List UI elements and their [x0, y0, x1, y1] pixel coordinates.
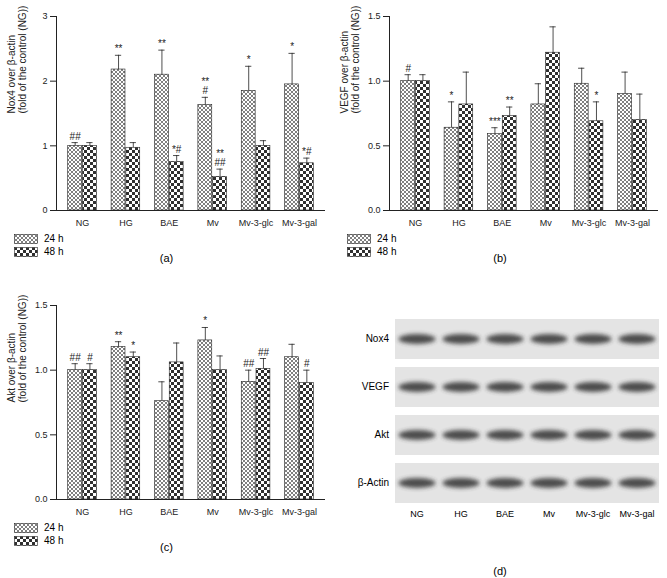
svg-text:Mv-3-gal: Mv-3-gal	[619, 509, 654, 519]
svg-text:**: **	[115, 43, 123, 54]
svg-text:**##: **##	[215, 148, 227, 168]
svg-text:0.0: 0.0	[35, 494, 48, 504]
svg-text:Mv: Mv	[540, 218, 552, 228]
svg-text:*: *	[203, 315, 207, 326]
svg-text:Mv: Mv	[207, 507, 219, 517]
svg-text:*#: *#	[302, 146, 312, 157]
svg-text:BAE: BAE	[160, 507, 178, 517]
svg-text:#: #	[304, 358, 310, 369]
svg-text:#: #	[405, 63, 411, 74]
svg-text:Mv-3-glc: Mv-3-glc	[576, 509, 611, 519]
svg-text:*: *	[595, 90, 599, 101]
svg-text:Mv-3-gal: Mv-3-gal	[282, 507, 317, 517]
svg-text:Nox4: Nox4	[366, 333, 390, 344]
svg-text:HG: HG	[119, 507, 133, 517]
svg-text:BAE: BAE	[160, 218, 178, 228]
html-text:(b): (b)	[493, 252, 507, 264]
svg-text:NG: NG	[76, 218, 90, 228]
svg-text:BAE: BAE	[496, 509, 514, 519]
svg-text:1.0: 1.0	[35, 365, 48, 375]
html-text:24 h: 24 h	[44, 522, 64, 533]
svg-text:Akt over β-actin(fold of the c: Akt over β-actin(fold of the control (NG…	[6, 295, 28, 403]
svg-text:1: 1	[42, 141, 47, 151]
svg-text:##: ##	[70, 131, 82, 142]
svg-text:Akt: Akt	[375, 429, 390, 440]
svg-text:NG: NG	[76, 507, 90, 517]
html-text:48 h: 48 h	[377, 246, 397, 257]
svg-text:0: 0	[42, 205, 47, 215]
svg-text:NG: NG	[410, 509, 424, 519]
svg-text:**: **	[115, 330, 123, 341]
svg-text:1.0: 1.0	[368, 76, 381, 86]
svg-text:NG: NG	[409, 218, 423, 228]
html-text:48 h: 48 h	[44, 246, 64, 257]
svg-text:HG: HG	[454, 509, 468, 519]
svg-text:**#: **#	[201, 76, 209, 96]
svg-text:Mv-3-glc: Mv-3-glc	[239, 507, 274, 517]
html-text:48 h: 48 h	[44, 535, 64, 546]
svg-text:Mv-3-glc: Mv-3-glc	[572, 218, 607, 228]
svg-text:0.5: 0.5	[35, 430, 48, 440]
svg-text:Mv-3-gal: Mv-3-gal	[282, 218, 317, 228]
svg-text:1.5: 1.5	[368, 11, 381, 21]
svg-text:Mv-3-gal: Mv-3-gal	[615, 218, 650, 228]
svg-text:HG: HG	[119, 218, 133, 228]
svg-text:VEGF: VEGF	[362, 381, 389, 392]
svg-text:##: ##	[70, 352, 82, 363]
svg-text:BAE: BAE	[493, 218, 511, 228]
html-text:(a): (a)	[159, 252, 174, 264]
svg-text:Mv: Mv	[207, 218, 219, 228]
svg-text:2: 2	[42, 76, 47, 86]
svg-text:**: **	[506, 95, 514, 106]
html-text:(c): (c)	[160, 541, 173, 553]
svg-text:3: 3	[42, 11, 47, 21]
svg-text:#: #	[87, 352, 93, 363]
svg-text:HG: HG	[452, 218, 466, 228]
svg-text:**: **	[158, 38, 166, 49]
svg-text:*: *	[290, 41, 294, 52]
svg-text:*#: *#	[172, 144, 182, 155]
svg-text:Nox4 over β-actin(fold of the: Nox4 over β-actin(fold of the control (N…	[6, 6, 28, 114]
html-text:(d): (d)	[493, 565, 507, 577]
svg-text:##: ##	[243, 358, 255, 369]
svg-text:0.5: 0.5	[368, 141, 381, 151]
svg-text:1.5: 1.5	[35, 300, 48, 310]
svg-text:β-Actin: β-Actin	[358, 477, 389, 488]
svg-text:*: *	[131, 340, 135, 351]
svg-text:***: ***	[489, 116, 501, 127]
svg-text:##: ##	[258, 347, 270, 358]
html-text:24 h: 24 h	[44, 233, 64, 244]
svg-text:VEGF over β-actin(fold of the: VEGF over β-actin(fold of the control (N…	[339, 6, 361, 114]
svg-text:Mv: Mv	[543, 509, 555, 519]
svg-text:0.0: 0.0	[368, 205, 381, 215]
svg-text:*: *	[247, 54, 251, 65]
html-text:24 h: 24 h	[377, 233, 397, 244]
svg-text:Mv-3-glc: Mv-3-glc	[239, 218, 274, 228]
svg-text:*: *	[450, 90, 454, 101]
